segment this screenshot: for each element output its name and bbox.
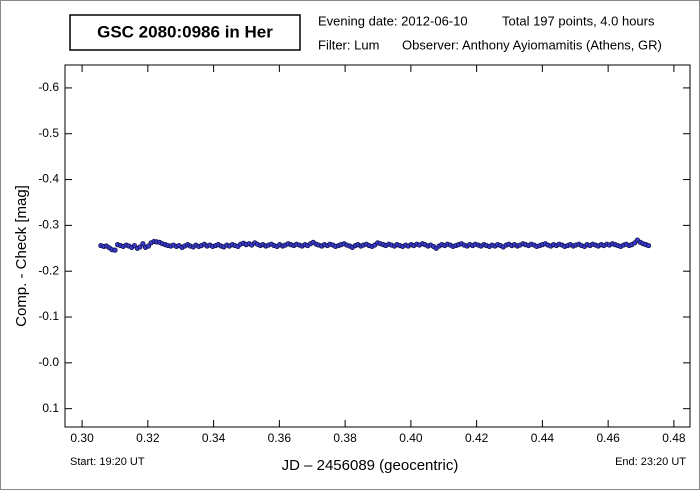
header-text: Evening date: 2012-06-10: [318, 13, 468, 28]
data-point: [645, 242, 652, 249]
data-point: [140, 241, 146, 247]
y-tick-label: -0.4: [38, 172, 59, 186]
header-text: Total 197 points, 4.0 hours: [502, 13, 655, 28]
x-tick-label: 0.32: [136, 431, 160, 445]
x-tick-label: 0.44: [531, 431, 555, 445]
header-text: Observer: Anthony Ayiomamitis (Athens, G…: [402, 37, 662, 52]
x-tick-label: 0.42: [465, 431, 489, 445]
data-point: [145, 243, 152, 249]
y-tick-label: 0.1: [42, 401, 59, 415]
data-point: [112, 247, 118, 253]
y-axis-label: Comp. - Check [mag]: [13, 185, 30, 327]
chart-title: GSC 2080:0986 in Her: [97, 22, 273, 41]
x-tick-label: 0.36: [268, 431, 292, 445]
y-tick-label: -0.2: [38, 263, 59, 277]
start-label: Start: 19:20 UT: [70, 456, 145, 468]
data-point: [137, 244, 143, 250]
x-tick-label: 0.34: [202, 431, 226, 445]
x-tick-label: 0.38: [333, 431, 357, 445]
y-tick-label: -0.6: [38, 80, 59, 94]
y-tick-label: -0.0: [38, 355, 59, 369]
y-tick-label: -0.5: [38, 126, 59, 140]
end-label: End: 23:20 UT: [615, 456, 686, 468]
header-text: Filter: Lum: [318, 37, 379, 52]
title-box: [69, 14, 301, 51]
x-tick-label: 0.30: [70, 431, 94, 445]
x-tick-label: 0.48: [662, 431, 686, 445]
plot-frame: [64, 64, 691, 428]
y-tick-label: -0.3: [38, 218, 59, 232]
x-tick-label: 0.40: [399, 431, 423, 445]
x-axis-label: JD – 2456089 (geocentric): [282, 457, 459, 474]
x-tick-label: 0.46: [596, 431, 620, 445]
y-tick-label: -0.1: [38, 309, 59, 323]
